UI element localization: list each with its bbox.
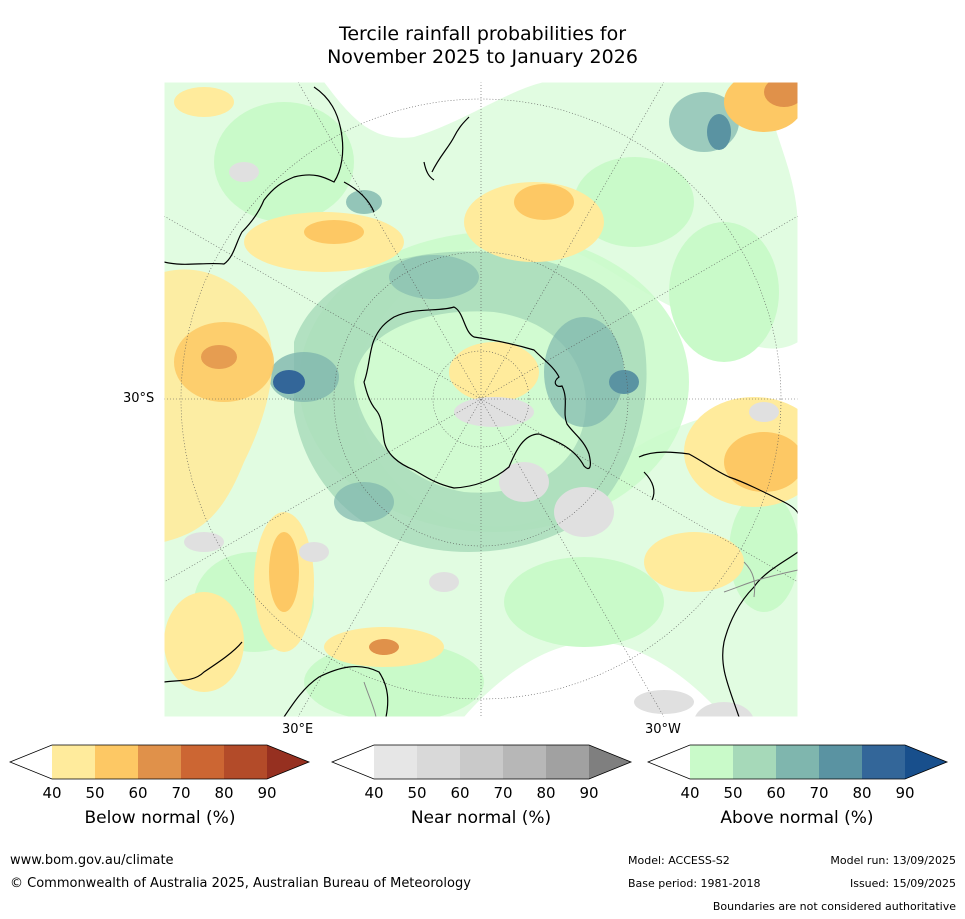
cbar-near-seg-1 <box>374 745 417 779</box>
cbar-near-seg-6 <box>589 745 631 779</box>
tick: 80 <box>214 784 234 802</box>
copyright-text: © Commonwealth of Australia 2025, Austra… <box>10 876 471 891</box>
tick: 80 <box>536 784 556 802</box>
lon-label-30e: 30°E <box>282 722 314 737</box>
tick: 70 <box>493 784 513 802</box>
cbar-below-seg-3 <box>138 745 181 779</box>
colorbar-label-below: Below normal (%) <box>84 808 236 828</box>
issued-text: Issued: 15/09/2025 <box>849 877 956 890</box>
cbar-near-seg-3 <box>460 745 503 779</box>
colorbar-label-near: Near normal (%) <box>410 808 552 828</box>
tick: 70 <box>171 784 191 802</box>
below-normal-regions <box>164 82 798 692</box>
graticule <box>164 82 798 717</box>
tick: 80 <box>852 784 872 802</box>
model-text: Model: ACCESS-S2 <box>628 854 730 867</box>
cbar-above-seg-2 <box>733 745 776 779</box>
tick: 40 <box>364 784 384 802</box>
tick: 40 <box>680 784 700 802</box>
cbar-below-seg-5 <box>224 745 267 779</box>
base-period-text: Base period: 1981-2018 <box>628 877 761 890</box>
cbar-above-seg-3 <box>776 745 819 779</box>
cbar-near-seg-2 <box>417 745 460 779</box>
tick: 50 <box>407 784 427 802</box>
tick: 90 <box>579 784 599 802</box>
cbar-below-seg-4 <box>181 745 224 779</box>
cbar-near-seg-0 <box>332 745 374 779</box>
tick: 60 <box>128 784 148 802</box>
cbar-above-seg-1 <box>690 745 733 779</box>
model-run-text: Model run: 13/09/2025 <box>830 854 956 867</box>
cbar-above-seg-4 <box>819 745 862 779</box>
cbar-near-seg-4 <box>503 745 546 779</box>
cbar-above-seg-5 <box>862 745 905 779</box>
tick: 60 <box>450 784 470 802</box>
tick: 50 <box>85 784 105 802</box>
chart-title-line2: November 2025 to January 2026 <box>327 46 638 68</box>
tick: 70 <box>809 784 829 802</box>
cbar-below-seg-2 <box>95 745 138 779</box>
chart-title-line1: Tercile rainfall probabilities for <box>338 23 627 45</box>
cbar-below-seg-0 <box>10 745 52 779</box>
country-borders <box>363 561 798 717</box>
tick: 90 <box>257 784 277 802</box>
cbar-below-seg-6 <box>267 745 309 779</box>
cbar-near-seg-5 <box>546 745 589 779</box>
tick: 40 <box>42 784 62 802</box>
near-normal-regions <box>184 162 779 717</box>
cbar-below-seg-1 <box>52 745 95 779</box>
cbar-above-seg-0 <box>648 745 690 779</box>
tick: 60 <box>766 784 786 802</box>
tick: 90 <box>895 784 915 802</box>
rainfall-probability-map <box>164 82 798 717</box>
cbar-above-seg-6 <box>905 745 947 779</box>
coastlines <box>164 86 798 717</box>
website-link[interactable]: www.bom.gov.au/climate <box>10 853 174 868</box>
lon-label-30w: 30°W <box>645 722 681 737</box>
disclaimer-text: Boundaries are not considered authoritat… <box>712 900 956 913</box>
colorbar-label-above: Above normal (%) <box>720 808 874 828</box>
tick: 50 <box>723 784 743 802</box>
lat-label-30s: 30°S <box>123 391 155 406</box>
